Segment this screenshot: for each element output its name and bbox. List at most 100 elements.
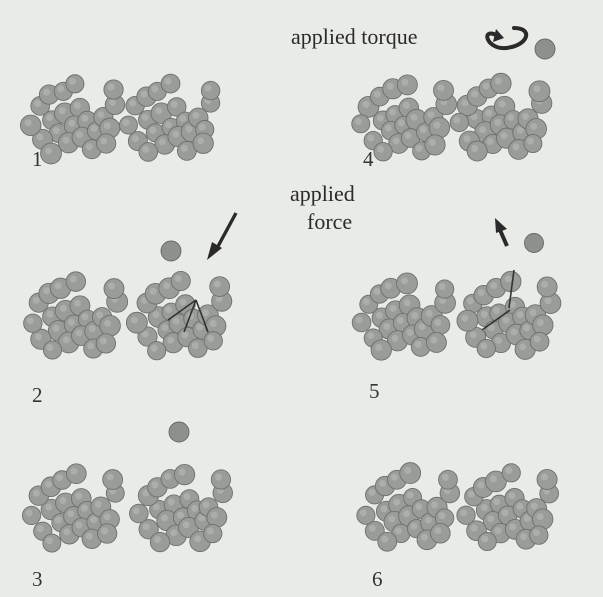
- atom: [449, 112, 469, 133]
- atom: [129, 503, 149, 524]
- atom: [102, 469, 124, 490]
- atom-highlight: [487, 324, 495, 332]
- applied-torque-label: applied torque: [291, 24, 417, 49]
- atom-highlight: [424, 516, 432, 524]
- atom-highlight: [52, 324, 60, 332]
- atom-highlight: [533, 335, 541, 343]
- atom-highlight: [384, 282, 392, 290]
- atom-highlight: [411, 311, 419, 319]
- atom-highlight: [410, 522, 418, 530]
- atom-highlight: [131, 135, 139, 143]
- atom-highlight: [404, 131, 412, 139]
- atom-highlight: [54, 282, 62, 290]
- applied-force-label-line1: applied: [290, 181, 355, 206]
- atom-highlight: [62, 136, 70, 144]
- atom-highlight: [438, 512, 446, 520]
- atom-highlight: [67, 510, 75, 518]
- atom: [99, 314, 121, 337]
- panel-label-6: 6: [372, 567, 383, 591]
- atom-highlight: [182, 521, 190, 529]
- atom-highlight: [46, 310, 54, 318]
- atom-highlight: [59, 496, 67, 504]
- atom-highlight: [149, 287, 157, 295]
- atom: [149, 531, 171, 553]
- atom-highlight: [392, 137, 400, 145]
- atom-highlight: [73, 102, 81, 110]
- molecule-cluster: [449, 72, 553, 162]
- atom: [65, 271, 87, 292]
- atom-highlight: [68, 119, 76, 127]
- atom-highlight: [536, 319, 544, 327]
- atom-highlight: [192, 111, 200, 119]
- atom: [377, 531, 398, 552]
- atom-highlight: [493, 498, 501, 506]
- atom-highlight: [526, 137, 534, 145]
- atom-highlight: [167, 498, 175, 506]
- atom-highlight: [206, 527, 214, 535]
- atom-highlight: [419, 126, 427, 134]
- atom-highlight: [523, 515, 531, 523]
- atom-highlight: [68, 77, 76, 85]
- atom-highlight: [425, 310, 433, 318]
- panel-label-2: 2: [32, 383, 43, 407]
- atom-highlight: [210, 511, 218, 519]
- atom: [200, 80, 221, 101]
- atom-highlight: [165, 121, 173, 129]
- atom-highlight: [415, 502, 423, 510]
- atom-highlight: [130, 316, 138, 324]
- atom-highlight: [85, 532, 93, 540]
- atom-highlight: [494, 336, 502, 344]
- atom-highlight: [480, 503, 488, 511]
- atom-highlight: [498, 100, 506, 108]
- atom-highlight: [163, 282, 171, 290]
- atom-highlight: [494, 77, 502, 85]
- atom-highlight: [204, 84, 212, 92]
- atom-highlight: [410, 113, 418, 121]
- atom-highlight: [485, 109, 493, 117]
- atom-highlight: [198, 514, 206, 522]
- atom: [438, 469, 458, 490]
- atom-highlight: [85, 143, 93, 151]
- atom-highlight: [406, 329, 414, 337]
- atom-highlight: [142, 489, 150, 497]
- atom: [95, 333, 117, 354]
- atom-highlight: [510, 328, 518, 336]
- molecule-cluster: [351, 74, 457, 162]
- atom-highlight: [479, 126, 487, 134]
- atom: [476, 338, 496, 359]
- atom-highlight: [209, 320, 217, 328]
- atom-highlight: [96, 311, 104, 319]
- atom-highlight: [36, 525, 44, 533]
- detached-atom-panel-5: [524, 233, 544, 253]
- molecule-cluster: [456, 463, 560, 552]
- atom-highlight: [75, 329, 83, 337]
- atom: [147, 341, 167, 361]
- atom-highlight: [507, 113, 515, 121]
- atom-highlight: [375, 311, 383, 319]
- atom-highlight: [215, 295, 223, 303]
- atom-highlight: [81, 114, 89, 122]
- atom-highlight: [544, 297, 552, 305]
- atom-highlight: [523, 324, 531, 332]
- atom-highlight: [532, 529, 540, 537]
- atom-highlight: [391, 334, 399, 342]
- atom-highlight: [434, 527, 442, 535]
- atom-highlight: [433, 121, 441, 129]
- molecule-cluster: [21, 463, 125, 553]
- atom-highlight: [174, 274, 182, 282]
- atom-highlight: [362, 100, 370, 108]
- atom-highlight: [181, 331, 189, 339]
- atom-highlight: [383, 322, 391, 330]
- atom-highlight: [461, 99, 469, 107]
- atom-highlight: [367, 134, 375, 142]
- atom-highlight: [466, 297, 474, 305]
- atom-highlight: [45, 114, 53, 122]
- atom-highlight: [70, 467, 78, 475]
- atom-highlight: [490, 282, 498, 290]
- atom: [96, 133, 117, 154]
- atom-highlight: [376, 114, 384, 122]
- atom-highlight: [438, 283, 446, 291]
- atom-highlight: [384, 124, 392, 132]
- atom-highlight: [69, 275, 77, 283]
- atom-highlight: [373, 288, 381, 296]
